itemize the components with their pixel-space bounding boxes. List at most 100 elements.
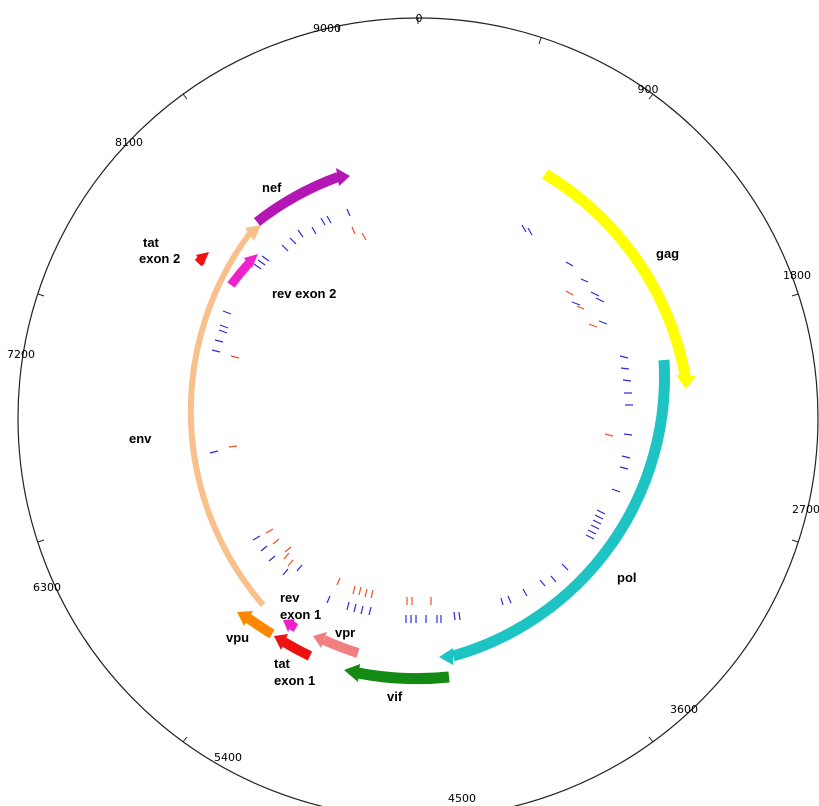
variant-mark — [507, 595, 512, 604]
tick-marks — [37, 18, 799, 743]
tick-label: 0 — [416, 12, 423, 25]
rev2-arrowhead — [244, 254, 258, 268]
variant-mark — [619, 355, 629, 359]
vpu-arrowhead — [237, 611, 253, 626]
variant-mark — [320, 217, 326, 226]
vpr-arc — [321, 635, 360, 658]
variant-mark — [370, 589, 374, 599]
rev2-arc — [227, 258, 254, 288]
gene-label-pol: pol — [617, 570, 637, 585]
variant-mark — [611, 488, 621, 493]
variant-mark — [361, 232, 367, 241]
variant-mark — [588, 323, 598, 328]
variant-mark — [209, 450, 219, 454]
variant-mark — [287, 559, 294, 567]
variant-mark — [364, 588, 368, 598]
variant-mark — [594, 514, 604, 520]
tick-mark — [538, 37, 542, 45]
variant-mark — [527, 227, 533, 236]
tat1-arrowhead — [274, 634, 288, 650]
variant-mark — [326, 215, 332, 224]
variant-mark — [261, 255, 270, 262]
variant-mark — [351, 226, 356, 235]
gene-label-gag: gag — [656, 246, 679, 261]
variant-mark — [595, 297, 605, 303]
tick-mark — [337, 25, 340, 33]
tick-label: 3600 — [670, 703, 698, 716]
variant-mark — [590, 291, 600, 297]
variant-mark — [453, 611, 456, 621]
variant-mark — [619, 466, 629, 470]
variant-mark — [272, 538, 280, 545]
gene-label-tat-exon2-line2: exon 2 — [139, 251, 180, 266]
variant-mark — [550, 575, 557, 583]
variant-mark — [565, 290, 574, 296]
variant-mark — [218, 329, 228, 334]
gene-label-vif: vif — [387, 689, 403, 704]
tick-mark — [37, 293, 45, 297]
variant-mark — [260, 545, 268, 552]
tick-label: 4500 — [448, 792, 476, 805]
variant-mark — [296, 564, 303, 572]
variant-mark — [592, 519, 602, 525]
variant-mark — [576, 305, 585, 310]
variant-mark — [283, 552, 290, 560]
tick-mark — [648, 93, 654, 100]
variant-mark — [281, 244, 289, 252]
gene-label-tat-exon1-line1: tat — [274, 656, 291, 671]
tick-mark — [182, 93, 188, 100]
variant-mark — [311, 226, 317, 235]
variant-mark — [623, 433, 633, 436]
env-arrowhead — [245, 225, 261, 241]
variant-mark — [368, 606, 372, 616]
gag-arrowhead — [676, 375, 696, 389]
variant-mark — [521, 224, 527, 233]
variant-mark — [289, 237, 297, 245]
variant-mark — [214, 339, 224, 343]
variant-mark — [253, 263, 262, 270]
variant-mark — [522, 588, 528, 597]
tick-label: 8100 — [115, 136, 143, 149]
gene-label-rev-exon2: rev exon 2 — [272, 286, 336, 301]
variant-mark — [336, 577, 341, 586]
gene-label-rev-exon1-line1: rev — [280, 590, 300, 605]
variant-mark — [580, 278, 589, 283]
vpr-arrowhead — [313, 632, 327, 648]
variant-mark — [571, 301, 581, 306]
variant-mark — [596, 509, 606, 515]
variant-mark — [353, 603, 357, 613]
vif-arrowhead — [344, 664, 360, 682]
variant-mark — [352, 585, 356, 595]
variant-mark — [621, 455, 631, 459]
variant-mark — [326, 595, 331, 604]
variant-mark — [346, 601, 350, 611]
tick-label: 1800 — [783, 269, 811, 282]
variant-marks — [209, 208, 633, 623]
gene-label-nef: nef — [262, 180, 282, 195]
tick-label: 900 — [638, 83, 659, 96]
variant-mark — [211, 349, 221, 353]
variant-mark — [228, 445, 238, 448]
variant-mark — [297, 229, 304, 238]
nef-arc — [253, 172, 340, 226]
tick-label: 6300 — [33, 581, 61, 594]
variant-mark — [604, 433, 614, 437]
tick-label: 2700 — [792, 503, 819, 516]
variant-mark — [282, 568, 289, 576]
variant-mark — [585, 534, 595, 540]
tick-mark — [791, 539, 799, 543]
variant-mark — [622, 379, 632, 382]
gene-arcs — [187, 168, 696, 685]
gene-label-tat-exon2-line1: tat — [143, 235, 160, 250]
nef-arrowhead — [336, 168, 350, 186]
variant-mark — [265, 528, 274, 534]
variant-mark — [458, 611, 461, 621]
tick-mark — [182, 736, 188, 743]
variant-mark — [219, 324, 229, 329]
tick-label: 7200 — [7, 348, 35, 361]
gene-label-rev-exon1-line2: exon 1 — [280, 607, 321, 622]
variant-mark — [222, 310, 232, 315]
vif-arc — [356, 667, 450, 685]
vpu-arc — [245, 613, 275, 639]
